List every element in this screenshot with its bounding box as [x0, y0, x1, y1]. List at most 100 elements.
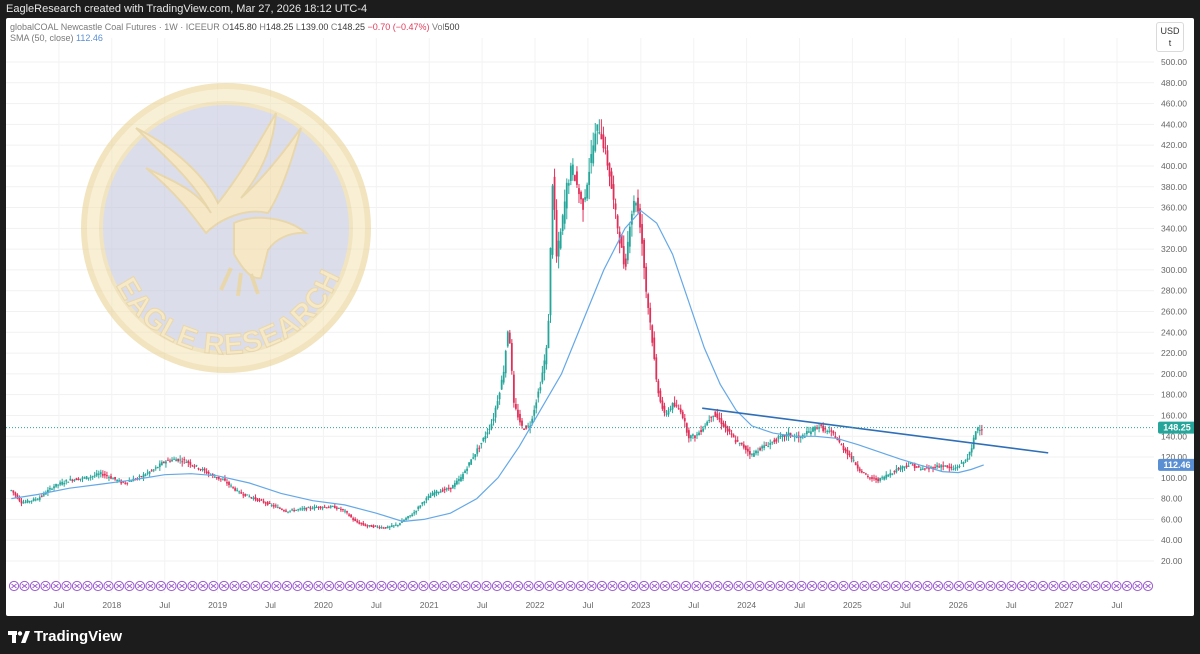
- event-icon[interactable]: [754, 580, 765, 592]
- event-icon[interactable]: [470, 580, 482, 592]
- event-icon[interactable]: [701, 580, 713, 592]
- event-icon[interactable]: [554, 580, 566, 592]
- event-markers[interactable]: [8, 580, 1154, 592]
- event-icon[interactable]: [1037, 580, 1049, 592]
- event-icon[interactable]: [1048, 580, 1059, 592]
- event-icon[interactable]: [145, 580, 156, 592]
- price-chart[interactable]: EAGLE RESEARCH 500.00 480.00 460.00 440.00 4…: [6, 18, 1194, 616]
- event-icon[interactable]: [208, 580, 219, 592]
- event-icon[interactable]: [1100, 580, 1112, 592]
- event-icon[interactable]: [943, 580, 954, 592]
- event-icon[interactable]: [785, 580, 797, 592]
- event-icon[interactable]: [743, 580, 755, 592]
- event-icon[interactable]: [134, 580, 146, 592]
- event-icon[interactable]: [103, 580, 114, 592]
- tradingview-logo[interactable]: TradingView: [8, 628, 122, 645]
- event-icon[interactable]: [691, 580, 702, 592]
- event-icon[interactable]: [628, 580, 639, 592]
- event-icon[interactable]: [271, 580, 282, 592]
- event-icon[interactable]: [848, 580, 860, 592]
- event-icon[interactable]: [218, 580, 230, 592]
- event-icon[interactable]: [523, 580, 534, 592]
- event-icon[interactable]: [334, 580, 345, 592]
- event-icon[interactable]: [817, 580, 828, 592]
- event-icon[interactable]: [239, 580, 251, 592]
- event-icon[interactable]: [61, 580, 72, 592]
- event-icon[interactable]: [922, 580, 933, 592]
- event-icon[interactable]: [985, 580, 996, 592]
- event-icon[interactable]: [50, 580, 62, 592]
- y-axis[interactable]: 500.00 480.00 460.00 440.00 420.00 400.00 380.…: [1161, 57, 1187, 566]
- event-icon[interactable]: [292, 580, 303, 592]
- event-icon[interactable]: [659, 580, 671, 592]
- event-icon[interactable]: [911, 580, 923, 592]
- event-icon[interactable]: [964, 580, 975, 592]
- event-icon[interactable]: [733, 580, 744, 592]
- event-icon[interactable]: [890, 580, 902, 592]
- event-icon[interactable]: [586, 580, 597, 592]
- event-icon[interactable]: [481, 580, 492, 592]
- event-icon[interactable]: [575, 580, 587, 592]
- event-icon[interactable]: [124, 580, 135, 592]
- event-icon[interactable]: [397, 580, 408, 592]
- event-icon[interactable]: [187, 580, 198, 592]
- event-icon[interactable]: [974, 580, 986, 592]
- event-icon[interactable]: [29, 580, 41, 592]
- event-icon[interactable]: [1058, 580, 1070, 592]
- event-icon[interactable]: [418, 580, 429, 592]
- event-icon[interactable]: [533, 580, 545, 592]
- event-icon[interactable]: [1121, 580, 1133, 592]
- event-icon[interactable]: [460, 580, 471, 592]
- event-icon[interactable]: [859, 580, 870, 592]
- event-icon[interactable]: [1090, 580, 1101, 592]
- event-icon[interactable]: [449, 580, 461, 592]
- event-icon[interactable]: [439, 580, 450, 592]
- event-icon[interactable]: [1069, 580, 1080, 592]
- event-icon[interactable]: [607, 580, 618, 592]
- event-icon[interactable]: [1142, 580, 1154, 592]
- event-icon[interactable]: [764, 580, 776, 592]
- event-icon[interactable]: [344, 580, 356, 592]
- event-icon[interactable]: [166, 580, 177, 592]
- event-icon[interactable]: [995, 580, 1007, 592]
- event-icon[interactable]: [722, 580, 734, 592]
- event-icon[interactable]: [302, 580, 314, 592]
- event-icon[interactable]: [376, 580, 387, 592]
- event-icon[interactable]: [880, 580, 891, 592]
- currency-unit-button[interactable]: USD t: [1156, 22, 1184, 52]
- event-icon[interactable]: [649, 580, 660, 592]
- event-icon[interactable]: [250, 580, 261, 592]
- event-icon[interactable]: [155, 580, 167, 592]
- event-icon[interactable]: [1027, 580, 1038, 592]
- event-icon[interactable]: [712, 580, 723, 592]
- event-icon[interactable]: [617, 580, 629, 592]
- event-icon[interactable]: [491, 580, 503, 592]
- event-icon[interactable]: [512, 580, 524, 592]
- event-icon[interactable]: [1079, 580, 1091, 592]
- event-icon[interactable]: [827, 580, 839, 592]
- event-icon[interactable]: [40, 580, 51, 592]
- event-icon[interactable]: [1111, 580, 1122, 592]
- event-icon[interactable]: [8, 580, 20, 592]
- event-icon[interactable]: [197, 580, 209, 592]
- event-icon[interactable]: [19, 580, 30, 592]
- event-icon[interactable]: [407, 580, 419, 592]
- event-icon[interactable]: [323, 580, 335, 592]
- chart-frame[interactable]: EAGLE RESEARCH 500.00 480.00 460.00 440.00 4…: [6, 18, 1194, 616]
- event-icon[interactable]: [953, 580, 965, 592]
- event-icon[interactable]: [680, 580, 692, 592]
- event-icon[interactable]: [502, 580, 513, 592]
- event-icon[interactable]: [796, 580, 807, 592]
- event-icon[interactable]: [355, 580, 366, 592]
- event-icon[interactable]: [1006, 580, 1017, 592]
- event-icon[interactable]: [901, 580, 912, 592]
- event-icon[interactable]: [428, 580, 440, 592]
- event-icon[interactable]: [92, 580, 104, 592]
- event-icon[interactable]: [638, 580, 650, 592]
- event-icon[interactable]: [71, 580, 83, 592]
- event-icon[interactable]: [932, 580, 944, 592]
- sma-legend[interactable]: SMA (50, close) 112.46: [10, 33, 103, 43]
- event-icon[interactable]: [775, 580, 786, 592]
- event-icon[interactable]: [838, 580, 849, 592]
- event-icon[interactable]: [596, 580, 608, 592]
